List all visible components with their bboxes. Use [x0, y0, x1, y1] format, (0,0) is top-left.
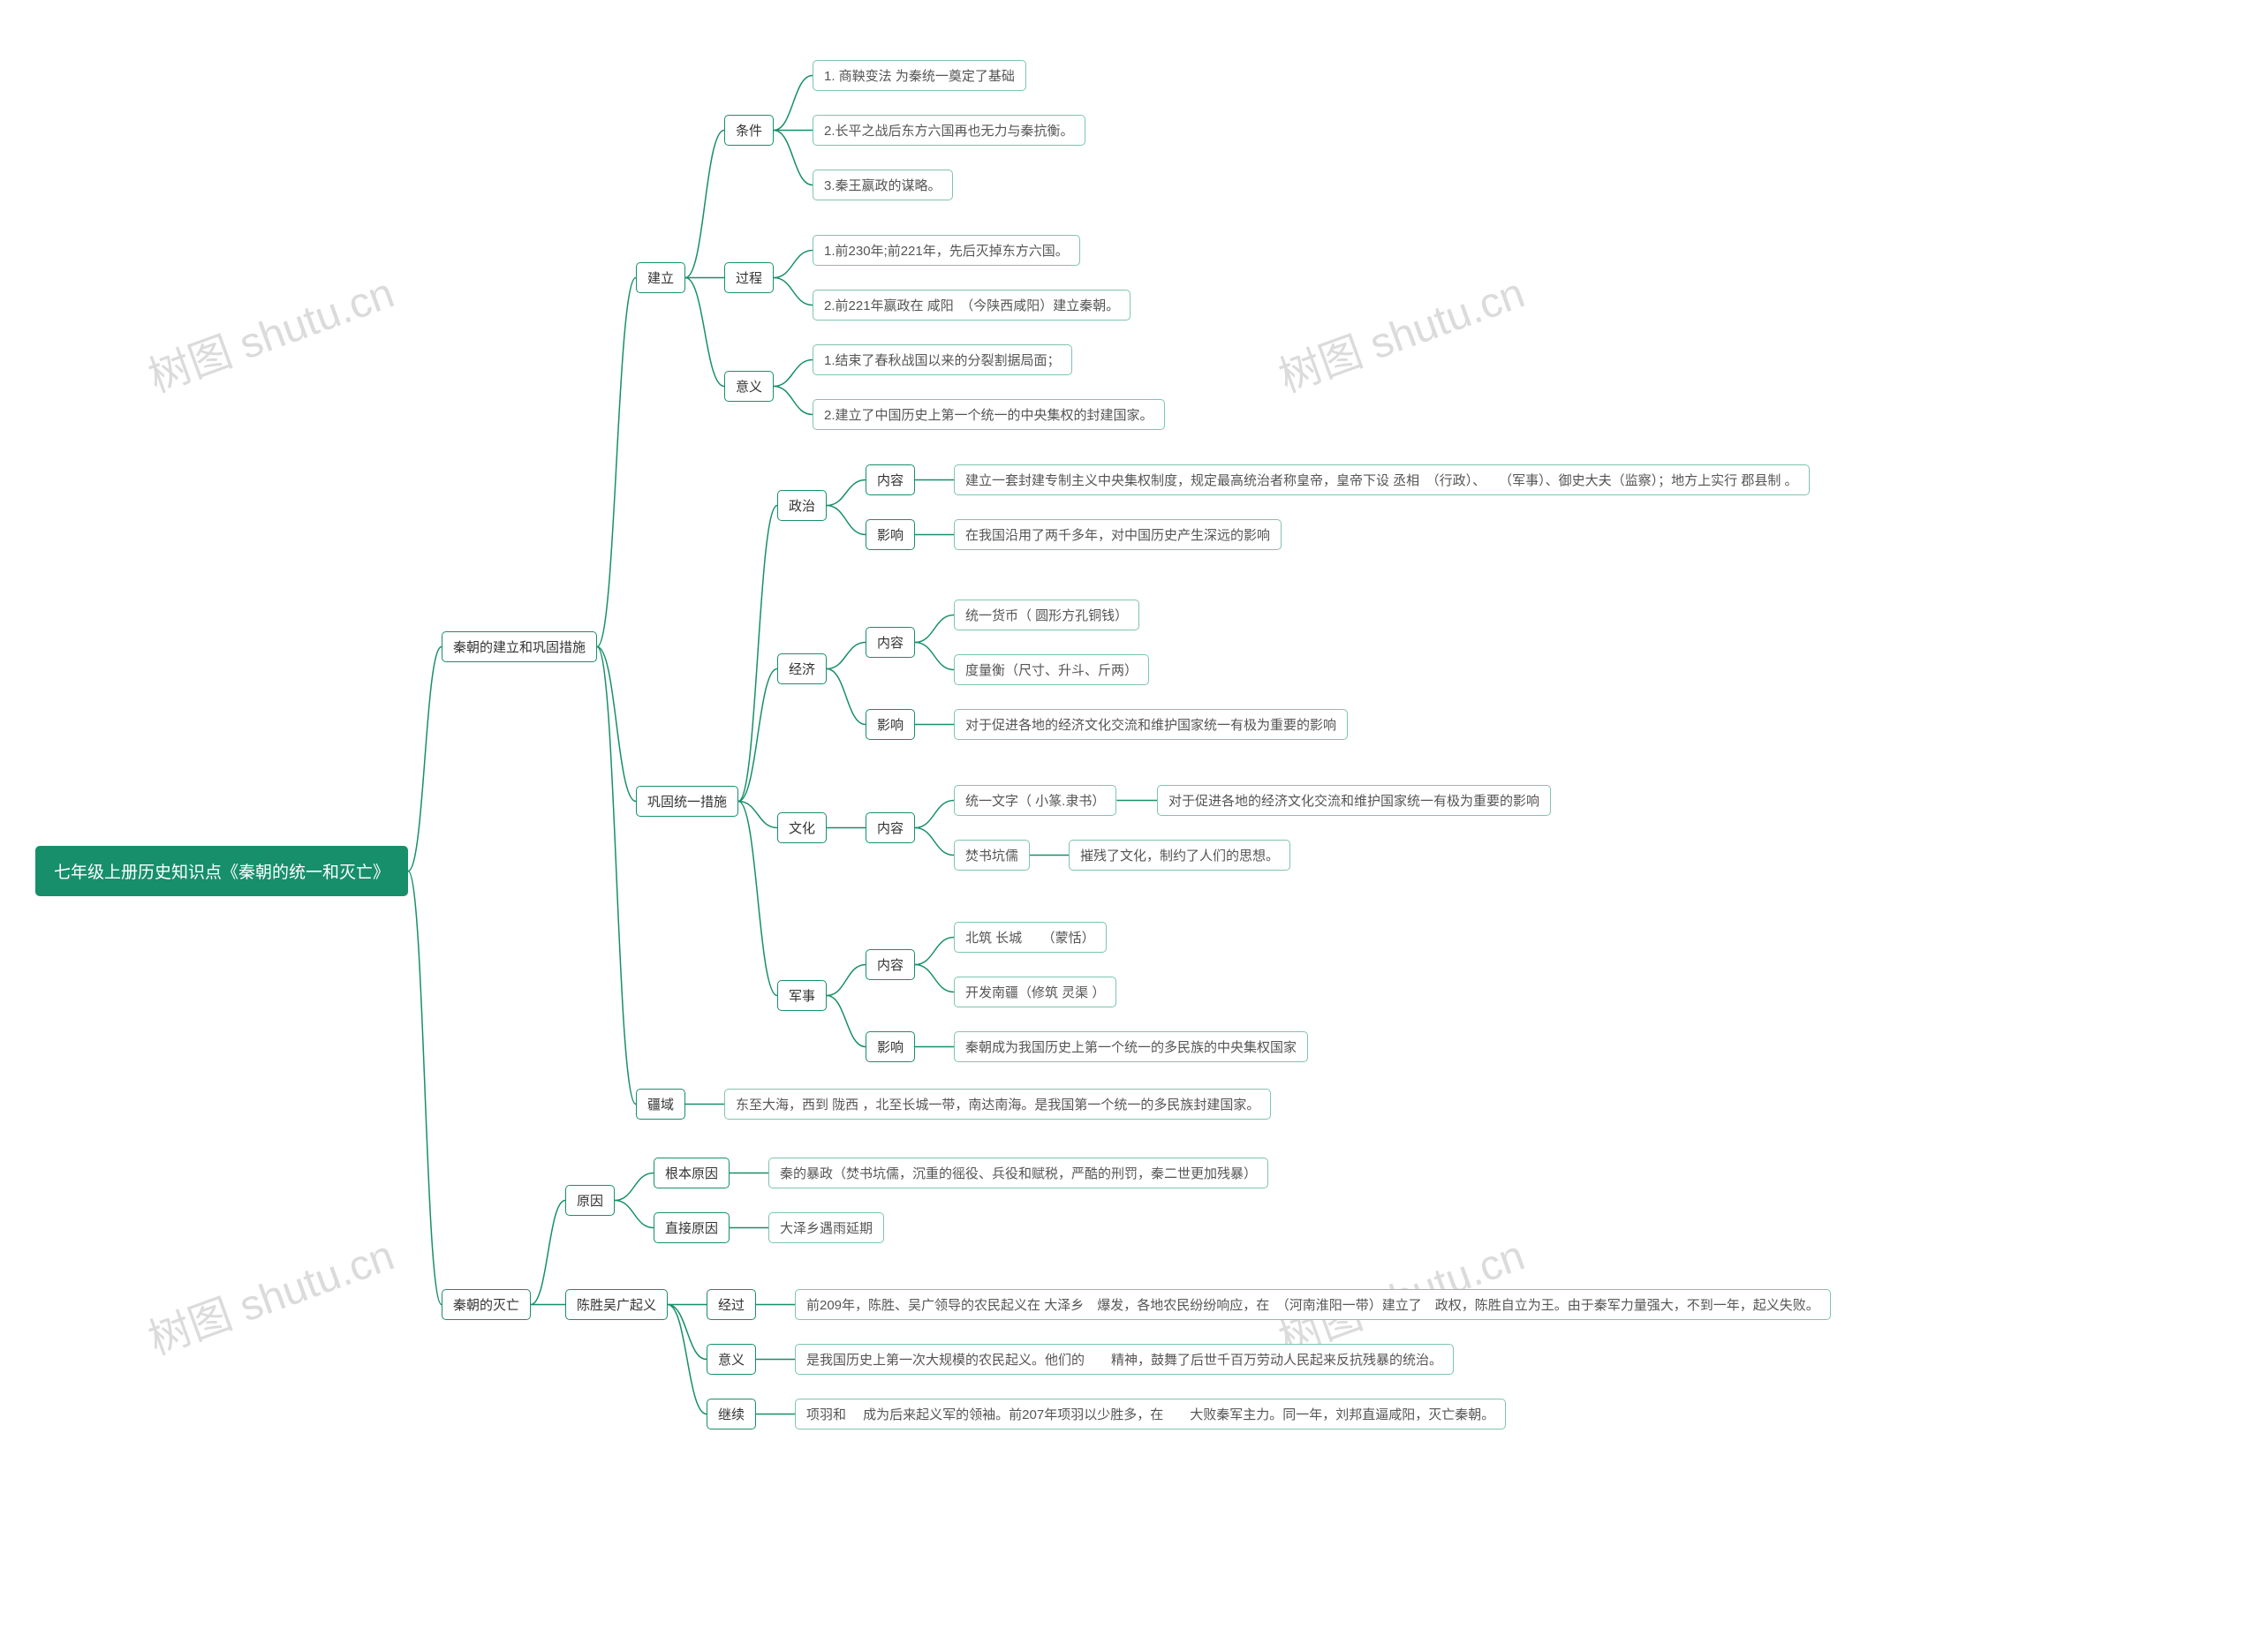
mindmap-node: 2.建立了中国历史上第一个统一的中央集权的封建国家。 [813, 399, 1165, 430]
mindmap-node: 东至大海，西到 陇西 ，北至长城一带，南达南海。是我国第一个统一的多民族封建国家… [724, 1089, 1271, 1120]
mindmap-node: 统一货币（ 圆形方孔铜钱） [954, 600, 1139, 630]
connector [915, 828, 954, 856]
mindmap-node: 疆域 [636, 1089, 685, 1120]
mindmap-node: 影响 [866, 519, 915, 550]
mindmap-node: 秦朝的建立和巩固措施 [442, 631, 597, 662]
connector [615, 1201, 654, 1228]
connector [915, 965, 954, 992]
connector [915, 615, 954, 643]
mindmap-node: 原因 [565, 1185, 615, 1216]
connector [597, 278, 636, 647]
mindmap-node: 秦朝成为我国历史上第一个统一的多民族的中央集权国家 [954, 1031, 1308, 1062]
connector [531, 1201, 565, 1305]
mindmap-node: 过程 [724, 262, 774, 293]
connector [827, 506, 866, 535]
mindmap-node: 1.结束了春秋战国以来的分裂割据局面； [813, 344, 1072, 375]
mindmap-node: 对于促进各地的经济文化交流和维护国家统一有极为重要的影响 [1157, 785, 1551, 816]
connector [738, 669, 777, 802]
mindmap-node: 1. 商鞅变法 为秦统一奠定了基础 [813, 60, 1026, 91]
mindmap-node: 统一文字（ 小篆.隶书） [954, 785, 1116, 816]
connector [774, 251, 813, 278]
mindmap-node: 政治 [777, 490, 827, 521]
mindmap-node: 影响 [866, 709, 915, 740]
connector [685, 278, 724, 387]
connector [668, 1305, 707, 1414]
connector [408, 871, 442, 1305]
mindmap-node: 2.前221年嬴政在 咸阳 （今陕西咸阳）建立秦朝。 [813, 290, 1130, 321]
mindmap-node: 前209年，陈胜、吴广领导的农民起义在 大泽乡 爆发，各地农民纷纷响应，在 （河… [795, 1289, 1831, 1320]
mindmap-node: 秦的暴政（焚书坑儒，沉重的徭役、兵役和赋税，严酷的刑罚，秦二世更加残暴） [768, 1158, 1268, 1188]
mindmap-node: 项羽和 成为后来起义军的领袖。前207年项羽以少胜多，在 大败秦军主力。同一年，… [795, 1399, 1506, 1429]
mindmap-node: 开发南疆（修筑 灵渠 ） [954, 977, 1116, 1007]
mindmap-node: 巩固统一措施 [636, 786, 738, 817]
mindmap-node: 建立 [636, 262, 685, 293]
mindmap-node: 焚书坑儒 [954, 840, 1030, 871]
mindmap-node: 在我国沿用了两千多年，对中国历史产生深远的影响 [954, 519, 1282, 550]
mindmap-node: 2.长平之战后东方六国再也无力与秦抗衡。 [813, 115, 1085, 146]
connector [915, 643, 954, 670]
connector [827, 996, 866, 1047]
mindmap-node: 继续 [707, 1399, 756, 1429]
connector [615, 1173, 654, 1201]
mindmap-node: 经过 [707, 1289, 756, 1320]
connector [774, 360, 813, 387]
mindmap-node: 对于促进各地的经济文化交流和维护国家统一有极为重要的影响 [954, 709, 1348, 740]
connector [408, 647, 442, 871]
mindmap-node: 建立一套封建专制主义中央集权制度，规定最高统治者称皇帝，皇帝下设 丞相 （行政）… [954, 464, 1810, 495]
connector [774, 76, 813, 131]
connector [597, 647, 636, 1105]
watermark: 树图 shutu.cn [139, 258, 401, 404]
mindmap-node: 经济 [777, 653, 827, 684]
watermark: 树图 shutu.cn [1269, 258, 1531, 404]
mindmap-node: 意义 [724, 371, 774, 402]
mindmap-node: 军事 [777, 980, 827, 1011]
mindmap-node: 秦朝的灭亡 [442, 1289, 531, 1320]
connector [827, 669, 866, 725]
mindmap-node: 1.前230年;前221年，先后灭掉东方六国。 [813, 235, 1080, 266]
connector [685, 131, 724, 278]
connector [774, 131, 813, 185]
mindmap-node: 意义 [707, 1344, 756, 1375]
mindmap-node: 是我国历史上第一次大规模的农民起义。他们的 精神，鼓舞了后世千百万劳动人民起来反… [795, 1344, 1454, 1375]
mindmap-node: 内容 [866, 627, 915, 658]
connector [738, 802, 777, 828]
connector [915, 938, 954, 965]
mindmap-node: 大泽乡遇雨延期 [768, 1212, 884, 1243]
connector [774, 387, 813, 415]
mindmap-node: 3.秦王嬴政的谋略。 [813, 170, 953, 200]
mindmap-node: 七年级上册历史知识点《秦朝的统一和灭亡》 [35, 846, 408, 896]
mindmap-node: 影响 [866, 1031, 915, 1062]
connector [738, 506, 777, 802]
connector [827, 480, 866, 506]
mindmap-node: 摧残了文化，制约了人们的思想。 [1069, 840, 1290, 871]
mindmap-node: 条件 [724, 115, 774, 146]
mindmap-node: 文化 [777, 812, 827, 843]
mindmap-node: 根本原因 [654, 1158, 730, 1188]
mindmap-node: 内容 [866, 812, 915, 843]
connector [915, 801, 954, 828]
mindmap-node: 内容 [866, 464, 915, 495]
mindmap-node: 直接原因 [654, 1212, 730, 1243]
connector [827, 643, 866, 669]
mindmap-node: 度量衡（尺寸、升斗、斤两） [954, 654, 1149, 685]
connector [738, 802, 777, 996]
connector [827, 965, 866, 996]
connector [668, 1305, 707, 1360]
mindmap-node: 北筑 长城 （蒙恬） [954, 922, 1107, 953]
connector [774, 278, 813, 306]
connector [597, 647, 636, 802]
watermark: 树图 shutu.cn [139, 1220, 401, 1366]
mindmap-node: 陈胜吴广起义 [565, 1289, 668, 1320]
mindmap-node: 内容 [866, 949, 915, 980]
